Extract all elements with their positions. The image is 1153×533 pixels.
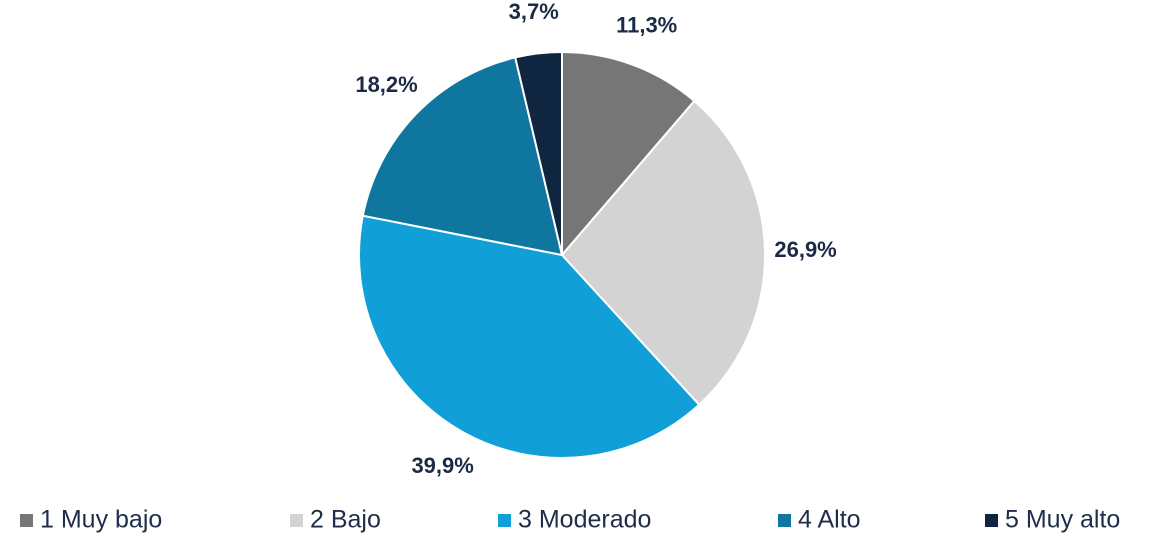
pie-slice — [358, 214, 701, 459]
legend-label: 1 Muy bajo — [40, 506, 162, 533]
data-label: 26,9% — [774, 237, 836, 262]
legend-label: 2 Bajo — [310, 506, 381, 533]
pie-slice — [561, 50, 696, 258]
data-label: 3,7% — [509, 0, 559, 24]
legend-label: 4 Alto — [798, 506, 861, 533]
legend-swatch — [498, 514, 511, 527]
pie-slice — [514, 50, 563, 256]
legend-swatch — [778, 514, 791, 527]
legend-swatch — [290, 514, 303, 527]
legend-label: 5 Muy alto — [1005, 506, 1120, 533]
pie-slice — [361, 56, 564, 257]
pie-slice — [560, 99, 766, 407]
data-label: 11,3% — [616, 12, 677, 37]
data-label: 18,2% — [355, 72, 417, 97]
legend-label: 3 Moderado — [518, 506, 651, 533]
legend-swatch — [985, 514, 998, 527]
legend-swatch — [20, 514, 33, 527]
data-label: 39,9% — [411, 453, 473, 478]
